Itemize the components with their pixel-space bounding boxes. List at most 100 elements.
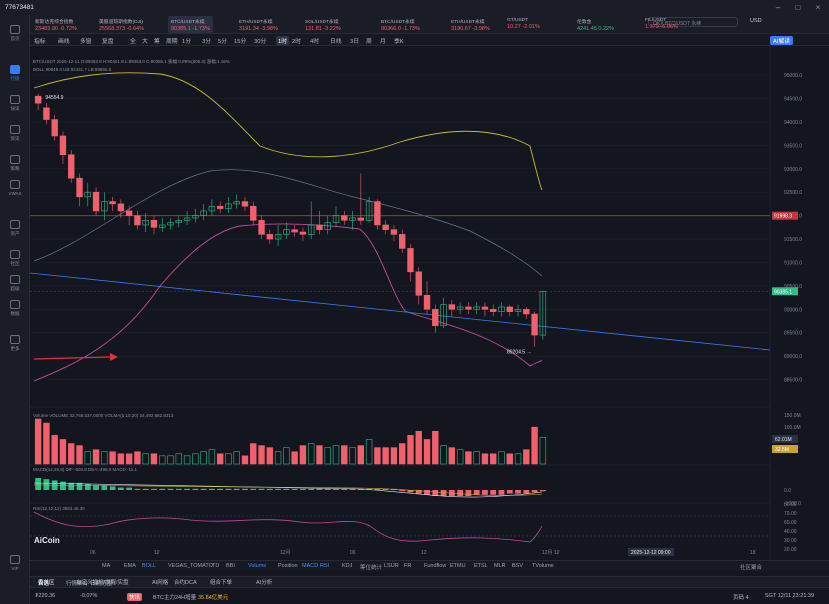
candle-body[interactable] [382,224,389,230]
candle-body[interactable] [92,191,100,212]
volume-bar[interactable] [92,449,100,465]
currency-select[interactable]: USD [750,18,762,24]
toolbar-item-7[interactable]: 筹 [154,39,160,45]
sidebar-item-5[interactable]: 策略 [0,155,30,172]
volume-bar[interactable] [150,453,158,465]
candle-body[interactable] [117,203,125,212]
candle-body[interactable] [142,220,149,226]
toolbar-item-2[interactable]: 画线 [58,39,70,45]
volume-bar[interactable] [134,451,141,465]
volume-bar[interactable] [84,451,91,465]
indicator-tab-7[interactable]: Volume [248,563,267,569]
volume-bar[interactable] [51,435,58,465]
volume-bar[interactable] [225,453,232,465]
volume-bar[interactable] [283,447,290,465]
ticker-5[interactable]: SOL/USDT永续 131.81 -3.22% [302,16,344,33]
candle-body[interactable] [299,231,307,235]
candle-body[interactable] [109,201,116,205]
candle-body[interactable] [399,234,406,249]
trend-line[interactable] [30,272,771,351]
candle-body[interactable] [465,306,472,310]
candle-body[interactable] [225,203,232,209]
volume-bar[interactable] [341,445,348,465]
volume-bar[interactable] [448,447,456,465]
candle-body[interactable] [307,224,315,235]
toolbar-item-17[interactable]: 日线 [330,39,342,45]
sidebar-item-2[interactable]: 行情 [0,65,30,82]
volume-bar[interactable] [531,426,538,465]
indicator-tab-15[interactable]: Fundflow [424,563,447,569]
sidebar-item-6[interactable]: VWAS [0,180,30,196]
indicator-tab-12[interactable]: 筹位统计 [360,565,383,571]
candle-body[interactable] [390,229,398,235]
candle-body[interactable] [448,304,456,310]
volume-bar[interactable] [490,453,497,465]
volume-bar[interactable] [390,447,398,465]
candle-body[interactable] [531,313,538,336]
sidebar-item-10[interactable]: 数据 [0,300,30,317]
volume-bar[interactable] [316,445,323,465]
candle-body[interactable] [68,154,75,179]
volume-bar[interactable] [34,418,42,465]
indicator-tab-11[interactable]: KDJ [342,563,353,569]
volume-bar[interactable] [200,451,207,465]
maximize-icon[interactable]: □ [795,3,801,12]
sidebar-item-7[interactable]: 资产 [0,220,30,237]
candle-body[interactable] [423,294,431,310]
indicator-tab-8[interactable]: Position [278,563,298,569]
toolbar-item-9[interactable]: 1分 [182,39,192,45]
ticker-3[interactable]: BTC/USDT永续 90385.1 -1.73% [168,16,213,33]
footer-tab-1[interactable]: 委单区 [38,580,55,586]
toolbar-item-5[interactable]: 全 [130,39,136,45]
volume-bar[interactable] [465,451,472,465]
indicator-tab-9[interactable]: MACD [302,563,319,569]
toolbar-item-20[interactable]: 月 [380,39,386,45]
ticker-1[interactable]: 新斯达克综合指数 23483.90 -0.72% [32,16,80,33]
candle-body[interactable] [514,309,522,312]
volume-bar[interactable] [274,451,282,465]
candle-body[interactable] [498,306,505,312]
volume-bar[interactable] [299,445,307,465]
candle-body[interactable] [208,205,216,212]
indicator-tab-14[interactable]: FR [404,563,412,569]
candle-body[interactable] [324,222,331,230]
footer-tab-2[interactable]: 自定义指标/提醒/实盘 [76,580,129,586]
candle-body[interactable] [216,205,224,209]
status-tab-2[interactable]: 行情聚合 [66,581,89,587]
indicator-tab-2[interactable]: EMA [124,563,136,569]
candle-body[interactable] [125,210,133,216]
annotation-arrow[interactable] [33,356,111,360]
indicator-tab-13[interactable]: LSUR [384,563,399,569]
candle-body[interactable] [59,135,67,156]
volume-bar[interactable] [59,439,67,465]
volume-bar[interactable] [101,451,108,465]
footer-tab-6[interactable]: AI分析 [256,580,273,586]
volume-bar[interactable] [216,453,224,465]
candle-body[interactable] [332,215,340,223]
toolbar-item-21[interactable]: 季K [394,39,404,45]
volume-bar[interactable] [233,451,240,465]
toolbar-item-8[interactable]: 周期 [166,39,178,45]
ai-interpret-button[interactable]: AI解读 [770,36,794,45]
toolbar-item-19[interactable]: 周 [366,39,372,45]
volume-bar[interactable] [258,445,265,465]
volume-bar[interactable] [374,447,381,465]
candle-body[interactable] [440,304,447,327]
candle-body[interactable] [407,248,414,273]
candle-body[interactable] [415,271,422,296]
volume-bar[interactable] [415,430,422,465]
candle-body[interactable] [84,191,91,198]
sidebar-item-9[interactable]: 超级 [0,275,30,292]
volume-bar[interactable] [332,445,340,465]
indicator-tab-6[interactable]: BBI [226,563,235,569]
volume-bar[interactable] [349,447,356,465]
volume-bar[interactable] [208,449,216,465]
candle-body[interactable] [341,215,348,221]
volume-bar[interactable] [324,447,331,465]
candle-body[interactable] [167,222,174,226]
volume-bar[interactable] [167,455,174,465]
volume-bar[interactable] [250,443,257,465]
indicator-tab-17[interactable]: ETSL [474,563,488,569]
news-text[interactable]: BTC主力24H增量 [153,595,197,601]
candle-body[interactable] [192,215,199,219]
